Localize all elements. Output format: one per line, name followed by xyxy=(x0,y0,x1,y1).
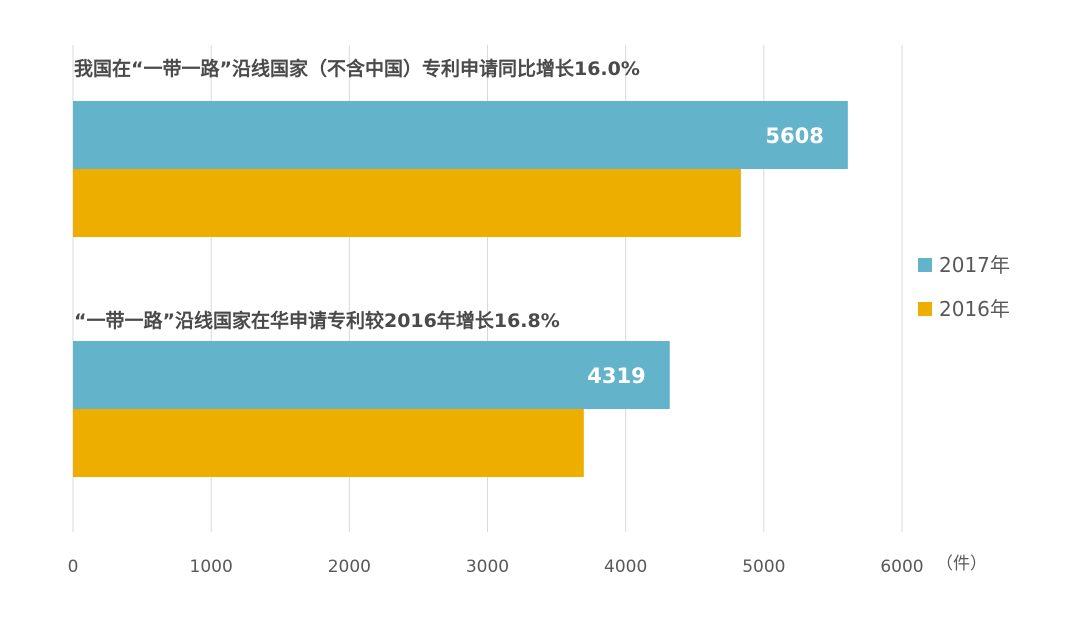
legend-swatch xyxy=(918,258,932,272)
group-title: 我国在“一带一路”沿线国家（不含中国）专利申请同比增长16.0% xyxy=(74,57,640,80)
x-tick-label: 6000 xyxy=(880,557,923,577)
bar-2016年 xyxy=(73,409,584,477)
x-tick-label: 2000 xyxy=(328,557,371,577)
legend: 2017年 2016年 xyxy=(918,253,1010,321)
x-tick-label: 3000 xyxy=(466,557,509,577)
group-title: “一带一路”沿线国家在华申请专利较2016年增长16.8% xyxy=(74,309,560,332)
bar-group: 我国在“一带一路”沿线国家（不含中国）专利申请同比增长16.0% 5608 xyxy=(73,57,848,237)
x-tick-label: 0 xyxy=(68,557,79,577)
x-tick-label: 5000 xyxy=(742,557,785,577)
legend-label: 2016年 xyxy=(939,297,1010,321)
legend-label: 2017年 xyxy=(939,253,1010,277)
bar-group: “一带一路”沿线国家在华申请专利较2016年增长16.8% 4319 xyxy=(73,309,670,477)
bar-groups: 我国在“一带一路”沿线国家（不含中国）专利申请同比增长16.0% 5608 “一带一… xyxy=(73,57,848,477)
x-axis-tick-labels: 0 1000 2000 3000 4000 5000 6000 xyxy=(68,557,924,577)
x-tick-label: 4000 xyxy=(604,557,647,577)
data-label: 5608 xyxy=(765,124,823,148)
bar-2017年 xyxy=(73,101,848,169)
legend-swatch xyxy=(918,302,932,316)
x-axis-unit-label: （件） xyxy=(936,554,987,574)
data-label: 4319 xyxy=(587,364,645,388)
bar-2017年 xyxy=(73,341,670,409)
x-tick-label: 1000 xyxy=(190,557,233,577)
bar-2016年 xyxy=(73,169,741,237)
